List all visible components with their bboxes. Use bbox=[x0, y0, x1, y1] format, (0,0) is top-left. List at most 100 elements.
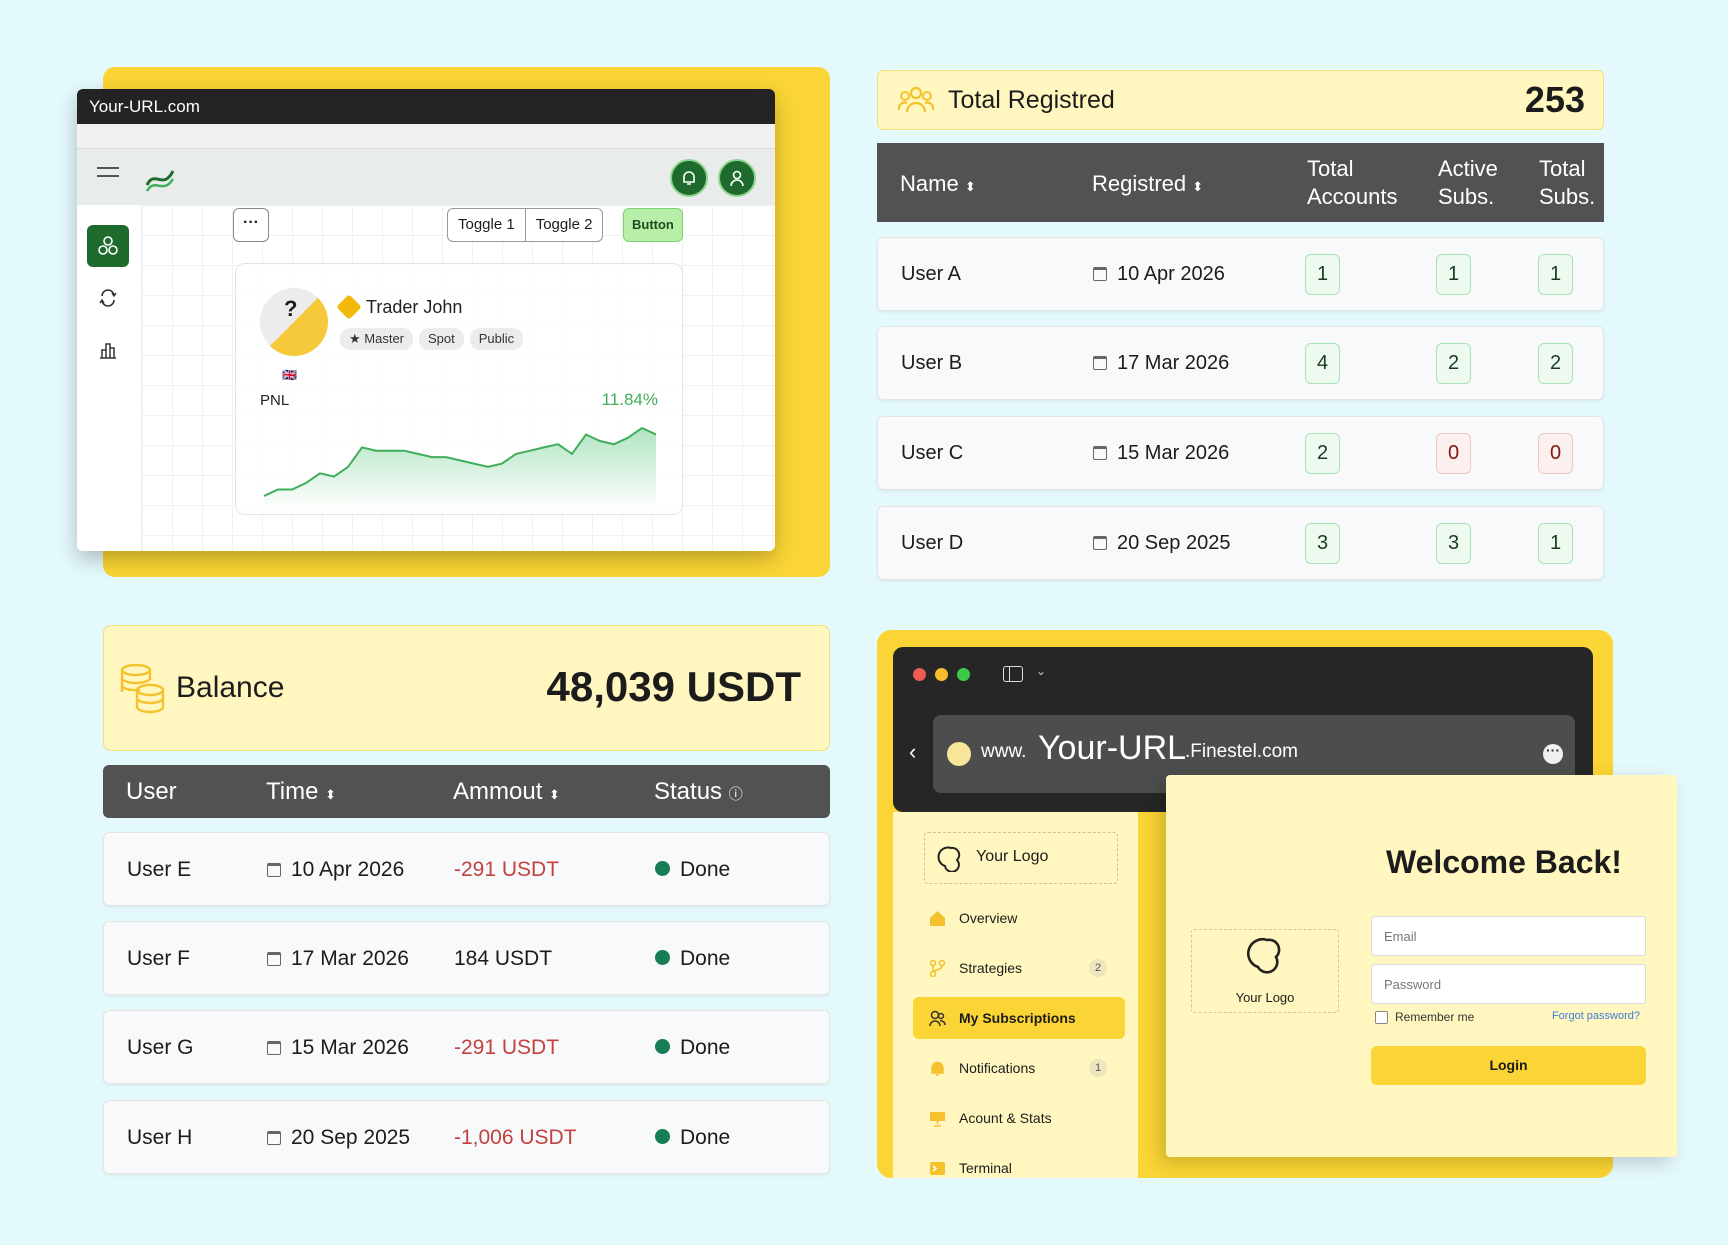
registered-date: 20 Sep 2025 bbox=[1093, 532, 1230, 555]
user-name: User H bbox=[127, 1126, 193, 1149]
forgot-password-link[interactable]: Forgot password? bbox=[1551, 1010, 1640, 1022]
password-field[interactable]: Password bbox=[1371, 964, 1646, 1004]
column-registered[interactable]: Registred ⬍ bbox=[1092, 171, 1204, 196]
toggle-group: Toggle 1 Toggle 2 bbox=[447, 208, 604, 242]
column-user[interactable]: User bbox=[126, 778, 177, 805]
info-icon: ⓘ bbox=[728, 786, 743, 802]
url-domain: .Finestel.com bbox=[1185, 741, 1298, 762]
total-accounts-badge: 2 bbox=[1305, 433, 1340, 474]
column-total-accounts[interactable]: Total Accounts bbox=[1307, 156, 1398, 209]
login-card: Welcome Back! Your Logo Email Password R… bbox=[1166, 775, 1677, 1157]
transaction-amount: -1,006 USDT bbox=[454, 1126, 577, 1149]
maximize-window-button[interactable] bbox=[957, 668, 970, 681]
calendar-icon bbox=[267, 952, 281, 966]
table-row[interactable]: User C 15 Mar 2026 2 0 0 bbox=[877, 416, 1604, 490]
active-subs-badge: 1 bbox=[1436, 254, 1471, 295]
tag-master: ★ Master bbox=[340, 328, 414, 350]
sort-icon: ⬍ bbox=[1192, 179, 1204, 194]
table-row[interactable]: User D 20 Sep 2025 3 3 1 bbox=[877, 506, 1604, 580]
table-row[interactable]: User A 10 Apr 2026 1 1 1 bbox=[877, 237, 1604, 311]
nav-item-my-subscriptions[interactable]: My Subscriptions bbox=[913, 997, 1125, 1039]
total-accounts-badge: 4 bbox=[1305, 343, 1340, 384]
transaction-time: 20 Sep 2025 bbox=[267, 1126, 410, 1150]
user-name: User G bbox=[127, 1036, 194, 1059]
count-badge: 1 bbox=[1089, 1059, 1107, 1077]
more-options-button[interactable]: ··· bbox=[233, 208, 269, 242]
count-badge: 2 bbox=[1089, 959, 1107, 977]
network-icon bbox=[98, 236, 118, 255]
exchange-icon bbox=[336, 294, 362, 320]
avatar-placeholder: ? bbox=[284, 296, 298, 321]
table-row[interactable]: User B 17 Mar 2026 4 2 2 bbox=[877, 326, 1604, 400]
toggle-2[interactable]: Toggle 2 bbox=[524, 209, 603, 241]
logo-icon bbox=[1246, 938, 1281, 974]
logo-placeholder: Your Logo bbox=[1191, 929, 1339, 1013]
calendar-icon bbox=[267, 1041, 281, 1055]
minimize-window-button[interactable] bbox=[935, 668, 948, 681]
transaction-amount: 184 USDT bbox=[454, 947, 553, 970]
close-window-button[interactable] bbox=[913, 668, 926, 681]
nav-item-terminal[interactable]: Terminal bbox=[913, 1147, 1125, 1189]
calendar-icon bbox=[267, 863, 281, 877]
transaction-time: 17 Mar 2026 bbox=[267, 947, 409, 971]
registered-date: 15 Mar 2026 bbox=[1093, 442, 1229, 465]
email-field[interactable]: Email bbox=[1371, 916, 1646, 956]
table-row[interactable]: User H 20 Sep 2025 -1,006 USDT Done bbox=[103, 1100, 830, 1174]
tab-strip bbox=[77, 124, 775, 149]
column-time[interactable]: Time ⬍ bbox=[266, 778, 337, 805]
trader-card[interactable]: ? 🇬🇧 Trader John ★ Master Spot Public PN… bbox=[235, 263, 683, 515]
users-group-icon bbox=[898, 86, 934, 113]
balance-amount: 48,039 USDT bbox=[546, 663, 801, 710]
column-total-subs[interactable]: Total Subs. bbox=[1539, 156, 1596, 209]
nav-item-strategies[interactable]: Strategies 2 bbox=[913, 947, 1125, 989]
status-badge: Done bbox=[655, 947, 730, 971]
column-amount[interactable]: Ammout ⬍ bbox=[453, 778, 560, 805]
transaction-time: 15 Mar 2026 bbox=[267, 1036, 409, 1060]
profile-button[interactable] bbox=[718, 159, 756, 197]
calendar-icon bbox=[1093, 267, 1107, 281]
uk-flag-icon: 🇬🇧 bbox=[282, 368, 297, 382]
app-sidebar bbox=[77, 205, 142, 551]
balance-title: Balance bbox=[176, 671, 285, 704]
column-name[interactable]: Name ⬍ bbox=[900, 171, 976, 196]
sidebar-item-refresh[interactable] bbox=[87, 277, 129, 319]
bell-icon bbox=[683, 171, 695, 185]
sidebar-item-network[interactable] bbox=[87, 225, 129, 267]
sort-icon: ⬍ bbox=[964, 179, 976, 194]
registered-date: 17 Mar 2026 bbox=[1093, 352, 1229, 375]
column-active-subs[interactable]: Active Subs. bbox=[1438, 156, 1498, 209]
status-dot-icon bbox=[655, 861, 670, 876]
table-row[interactable]: User F 17 Mar 2026 184 USDT Done bbox=[103, 921, 830, 995]
primary-button[interactable]: Button bbox=[623, 208, 683, 242]
login-button[interactable]: Login bbox=[1371, 1046, 1646, 1085]
terminal-icon bbox=[930, 1162, 945, 1175]
notification-bell-button[interactable] bbox=[670, 159, 708, 197]
hamburger-menu-icon[interactable] bbox=[97, 167, 119, 183]
users-icon bbox=[929, 1010, 946, 1027]
back-arrow-icon[interactable]: ‹ bbox=[909, 739, 917, 764]
status-badge: Done bbox=[655, 858, 730, 882]
table-row[interactable]: User E 10 Apr 2026 -291 USDT Done bbox=[103, 832, 830, 906]
logo-placeholder[interactable]: Your Logo bbox=[924, 832, 1118, 884]
more-icon[interactable]: ··· bbox=[1543, 743, 1563, 764]
nav-item-notifications[interactable]: Notifications 1 bbox=[913, 1047, 1125, 1089]
nav-item-overview[interactable]: Overview bbox=[913, 897, 1125, 939]
trader-tags: ★ Master Spot Public bbox=[340, 328, 524, 350]
nav-item-account-stats[interactable]: Acount & Stats bbox=[913, 1097, 1125, 1139]
total-subs-badge: 1 bbox=[1538, 254, 1573, 295]
table-row[interactable]: User G 15 Mar 2026 -291 USDT Done bbox=[103, 1010, 830, 1084]
column-status[interactable]: Status ⓘ bbox=[654, 778, 743, 805]
total-subs-badge: 2 bbox=[1538, 343, 1573, 384]
remember-me-checkbox[interactable] bbox=[1375, 1011, 1388, 1024]
transaction-time: 10 Apr 2026 bbox=[267, 858, 404, 882]
toggle-1[interactable]: Toggle 1 bbox=[458, 216, 515, 233]
sidebar-toggle-icon[interactable] bbox=[1003, 666, 1023, 682]
transaction-amount: -291 USDT bbox=[454, 858, 560, 881]
sidebar-item-stats[interactable] bbox=[87, 329, 129, 371]
total-accounts-badge: 3 bbox=[1305, 523, 1340, 564]
branch-icon bbox=[929, 960, 946, 977]
total-registered-title: Total Registred bbox=[948, 86, 1115, 114]
chevron-down-icon[interactable]: ⌄ bbox=[1036, 664, 1047, 678]
trader-window: Your-URL.com ··· Toggle 1 Toggle 2 Butto… bbox=[77, 89, 775, 551]
sort-icon: ⬍ bbox=[325, 787, 337, 802]
